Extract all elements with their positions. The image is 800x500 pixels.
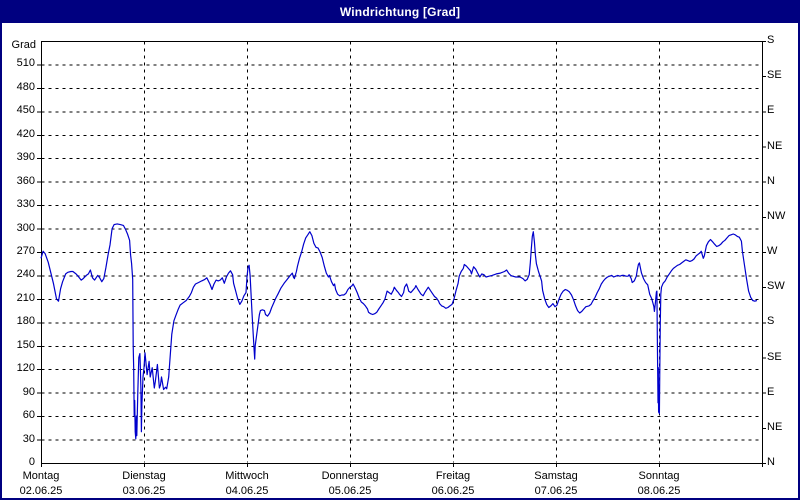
- y-axis-tick-label: 360: [16, 174, 35, 187]
- y-axis-tick-label: 270: [16, 245, 35, 257]
- compass-tick-label: SE: [767, 69, 782, 82]
- compass-tick-label: NE: [767, 139, 783, 152]
- compass-tick-label: N: [767, 456, 775, 468]
- chart-title: Windrichtung [Grad]: [2, 2, 798, 23]
- y-axis-tick-label: 60: [22, 409, 35, 422]
- y-axis-tick-label: 180: [16, 315, 35, 328]
- x-axis-day-label: Freitag: [435, 470, 471, 482]
- x-axis-day-label: Mittwoch: [225, 470, 269, 482]
- y-axis-tick-label: 90: [22, 385, 35, 398]
- x-axis-day-label: Sonntag: [638, 470, 680, 482]
- x-axis-date-label: 07.06.25: [534, 485, 578, 497]
- y-axis-tick-label: 30: [22, 432, 35, 445]
- compass-tick-label: N: [767, 174, 775, 187]
- x-axis-date-label: 06.06.25: [431, 485, 475, 497]
- y-axis-tick-label: 390: [16, 151, 35, 164]
- wind-direction-plot: [37, 41, 766, 467]
- y-axis-tick-label: 510: [16, 57, 35, 70]
- compass-tick-label: E: [767, 385, 775, 398]
- y-axis-tick-label: 420: [16, 127, 35, 140]
- x-axis-date-label: 08.06.25: [637, 485, 681, 497]
- x-axis-date-label: 04.06.25: [225, 485, 269, 497]
- y-axis-tick-label: 480: [16, 80, 35, 93]
- x-axis-date-label: 03.06.25: [122, 485, 166, 497]
- compass-tick-label: SW: [767, 280, 785, 293]
- y-axis-tick-label: 450: [16, 104, 35, 117]
- y-axis-tick-label: 240: [16, 268, 35, 281]
- y-axis-tick-label: 0: [28, 456, 35, 468]
- y-axis-tick-label: 210: [16, 291, 35, 304]
- y-axis-tick-label: 150: [16, 338, 35, 351]
- compass-tick-label: SE: [767, 350, 782, 363]
- x-axis-day-label: Samstag: [534, 470, 578, 482]
- x-axis-date-label: 02.06.25: [19, 485, 63, 497]
- x-axis-day-label: Dienstag: [122, 470, 166, 482]
- compass-tick-label: E: [767, 104, 775, 117]
- y-axis-unit-label: Grad: [11, 39, 36, 51]
- y-axis-tick-label: 330: [16, 198, 35, 211]
- plot-border: [41, 41, 763, 464]
- chart-canvas: Grad 510 480 450 420 390 360 330 300 270 240 210 18…: [2, 23, 798, 498]
- x-axis-day-label: Montag: [22, 470, 60, 482]
- compass-tick-label: NE: [767, 420, 783, 433]
- y-axis-tick-label: 300: [16, 221, 35, 234]
- y-axis-tick-label: 120: [16, 362, 35, 375]
- compass-tick-label: S: [767, 315, 775, 328]
- compass-tick-label: W: [767, 245, 778, 257]
- compass-tick-label: NW: [767, 209, 786, 222]
- x-axis-day-label: Donnerstag: [321, 470, 379, 482]
- wind-direction-line: [40, 223, 758, 440]
- x-axis-date-label: 05.06.25: [328, 485, 372, 497]
- compass-tick-label: S: [767, 34, 775, 46]
